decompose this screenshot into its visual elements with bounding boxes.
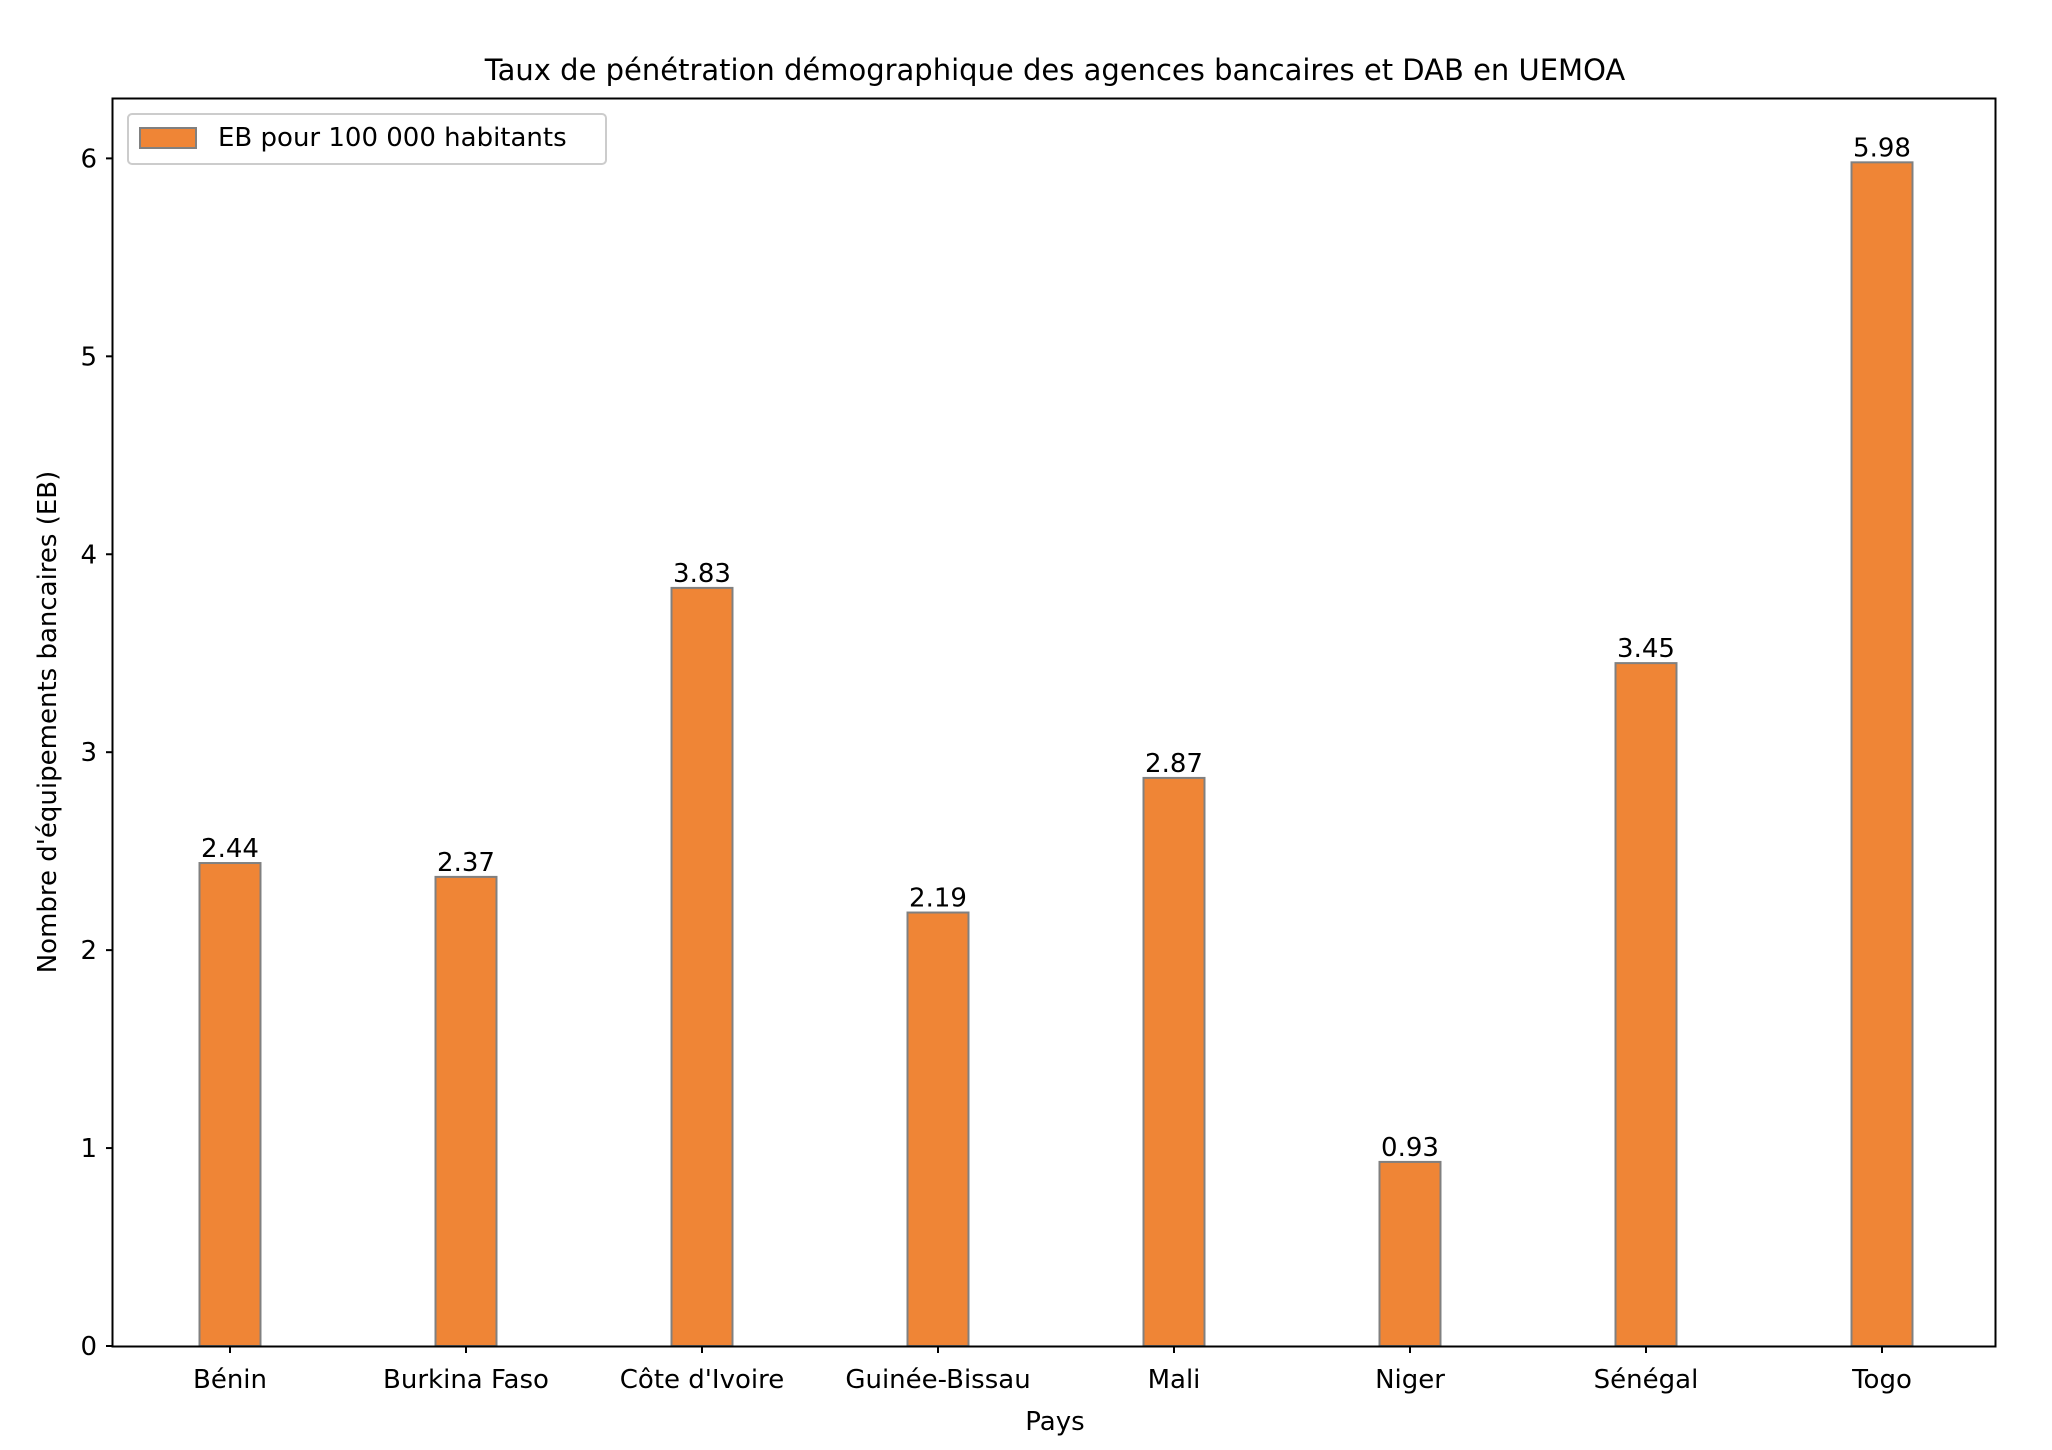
bar (906, 911, 970, 1347)
y-tick-label: 0 (80, 1332, 97, 1362)
x-axis-label: Pays (1025, 1407, 1084, 1437)
y-tick-label: 3 (80, 738, 97, 768)
x-tick-label: Burkina Faso (383, 1365, 549, 1395)
bar-value-label: 3.45 (1617, 634, 1675, 664)
bar (1614, 662, 1678, 1347)
bar (670, 586, 734, 1347)
legend: EB pour 100 000 habitants (127, 113, 607, 165)
x-tick-label: Sénégal (1594, 1365, 1699, 1395)
legend-label: EB pour 100 000 habitants (218, 123, 567, 153)
y-tick-label: 2 (80, 936, 97, 966)
y-tick-label: 5 (80, 342, 97, 372)
bar-value-label: 2.44 (201, 834, 259, 864)
bar-value-label: 2.19 (909, 884, 967, 914)
bars-layer (198, 161, 1914, 1348)
legend-swatch (139, 127, 197, 149)
bar (198, 862, 262, 1347)
x-tick-label: Niger (1375, 1365, 1445, 1395)
bar (1378, 1160, 1442, 1348)
y-tick-label: 1 (80, 1134, 97, 1164)
x-tick-label: Togo (1851, 1365, 1912, 1395)
bar-value-label: 2.37 (437, 848, 495, 878)
x-tick-label: Guinée-Bissau (845, 1365, 1030, 1395)
x-tick-label: Bénin (193, 1365, 267, 1395)
bar-value-label: 5.98 (1853, 133, 1911, 163)
bar-value-label: 0.93 (1381, 1133, 1439, 1163)
bar-labels-layer: 2.44 2.37 3.83 2.19 2.87 0.93 3.45 5.98 (201, 133, 1911, 1163)
bar (1142, 776, 1206, 1347)
y-axis: 0 1 2 3 4 5 6 (80, 144, 113, 1362)
x-tick-label: Côte d'Ivoire (620, 1365, 784, 1395)
plot-frame (111, 97, 1997, 1348)
y-axis-label: Nombre d'équipements bancaires (EB) (33, 471, 63, 974)
bar-value-label: 3.83 (673, 559, 731, 589)
legend-box (127, 113, 607, 165)
bar (434, 875, 498, 1348)
y-tick-label: 4 (80, 540, 97, 570)
bar (1850, 161, 1914, 1347)
x-tick-label: Mali (1148, 1365, 1201, 1395)
y-tick-label: 6 (80, 144, 97, 174)
bar-value-label: 2.87 (1145, 749, 1203, 779)
chart-title: Taux de pénétration démographique des ag… (484, 53, 1626, 87)
x-axis: Bénin Burkina Faso Côte d'Ivoire Guinée-Bis… (193, 1346, 1912, 1395)
